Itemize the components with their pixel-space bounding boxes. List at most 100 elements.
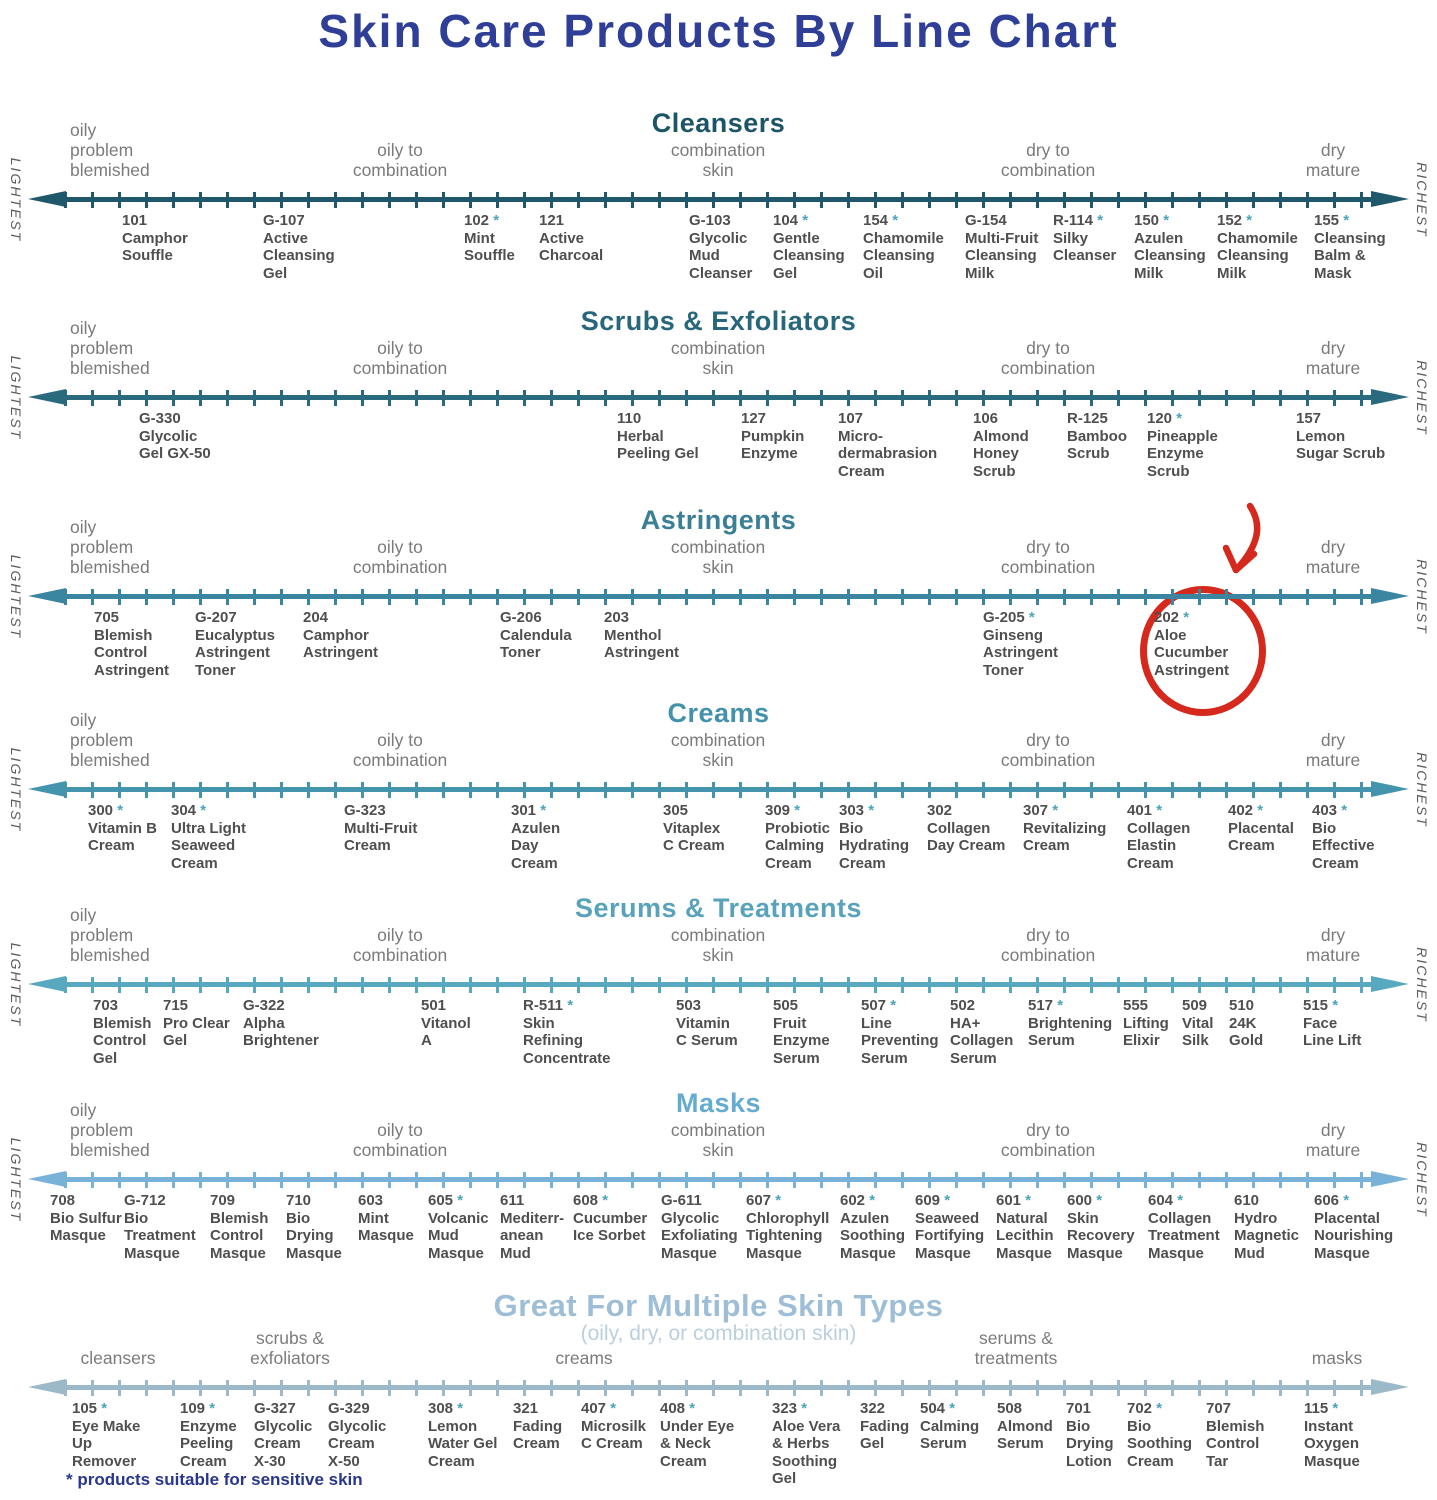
product-code: 402 * [1228,802,1264,819]
skin-type-label: dry mature [1305,925,1361,965]
skin-type-label: dry mature [1305,537,1361,577]
product-label: 608 * Cucumber Ice Sorbet [573,1192,647,1245]
axis-arrowhead-left [28,191,66,207]
section-astringents: Astringents oily problem blemished oily to… [0,497,1437,707]
product-label: 304 * Ultra Light Seaweed Cream [171,802,246,872]
sensitive-skin-star: * [1253,802,1264,819]
product-name: Fading Gel [860,1417,910,1453]
product-label: 555 Lifting Elixir [1123,997,1169,1050]
sensitive-skin-star: * [1337,802,1348,819]
skin-type-label: dry mature [1305,338,1361,378]
axis-label-lightest: LIGHTEST [8,554,24,640]
product-name: Aloe Cucumber Astringent [1154,626,1229,679]
product-code: 104 * [773,212,809,229]
skin-type-label: dry to combination [1000,730,1096,770]
product-code: 107 [838,410,864,427]
product-name: Skin Recovery Masque [1067,1209,1135,1262]
product-label: 517 * Brightening Serum [1028,997,1112,1050]
product-code: 601 * [996,1192,1032,1209]
product-code: 321 [513,1400,539,1417]
section-header: Creams [667,698,770,728]
product-label: R-114 * Silky Cleanser [1053,212,1116,265]
product-code: 301 * [511,802,547,819]
sensitive-skin-star: * [945,1400,956,1417]
sensitive-skin-star: * [685,1400,696,1417]
product-code: 408 * [660,1400,696,1417]
product-code: 155 * [1314,212,1350,229]
product-name: Skin Refining Concentrate [523,1014,611,1067]
product-name: Herbal Peeling Gel [617,427,699,463]
product-name: Azulen Cleansing Milk [1134,229,1206,282]
product-code: 509 [1182,997,1208,1014]
section-header: Masks [675,1088,762,1118]
product-label: 402 * Placental Cream [1228,802,1294,855]
skin-type-label: combination skin [670,338,766,378]
product-name: Bio Sulfur Masque [50,1209,122,1245]
product-label: 154 * Chamomile Cleansing Oil [863,212,944,282]
product-label: 101 Camphor Souffle [122,212,188,265]
product-label: G-322 Alpha Brightener [243,997,319,1050]
product-code: 127 [741,410,767,427]
axis-label-lightest: LIGHTEST [8,1137,24,1223]
product-label: G-154 Multi-Fruit Cleansing Milk [965,212,1038,282]
product-label: 152 * Chamomile Cleansing Milk [1217,212,1298,282]
sensitive-skin-star: * [1159,212,1170,229]
product-code: G-322 [243,997,285,1014]
skin-type-label: combination skin [670,730,766,770]
product-name: Glycolic Exfoliating Masque [661,1209,738,1262]
product-code: 302 [927,802,953,819]
product-name: Bio Soothing Cream [1127,1417,1192,1470]
sensitive-skin-star: * [205,1400,216,1417]
product-name: Seaweed Fortifying Masque [915,1209,985,1262]
product-name: Placental Cream [1228,819,1294,855]
product-code: 304 * [171,802,207,819]
product-code: 102 * [464,212,500,229]
product-code: 501 [421,997,447,1014]
product-name: Alpha Brightener [243,1014,319,1050]
section-header: Serums & Treatments [574,893,863,923]
sensitive-skin-star: * [453,1400,464,1417]
product-label: R-125 Bamboo Scrub [1067,410,1127,463]
product-code: R-125 [1067,410,1108,427]
product-label: 705 Blemish Control Astringent [94,609,169,679]
product-code: G-107 [263,212,305,229]
axis-arrowhead-left [28,781,66,797]
sensitive-skin-star: * [1242,212,1253,229]
product-label: 301 * Azulen Day Cream [511,802,560,872]
sensitive-skin-star: * [1048,802,1059,819]
product-name: Fading Cream [513,1417,563,1453]
skin-type-label: oily problem blemished [70,318,150,378]
product-label: 606 * Placental Nourishing Masque [1314,1192,1393,1262]
product-code: 517 * [1028,997,1064,1014]
sensitive-skin-star: * [888,212,899,229]
product-code: 204 [303,609,329,626]
product-label: 121 Active Charcoal [539,212,603,265]
product-name: Mint Souffle [464,229,515,265]
axis-label-lightest: LIGHTEST [8,747,24,833]
product-code: 603 [358,1192,384,1209]
product-label: 607 * Chlorophyll Tightening Masque [746,1192,829,1262]
product-label: 604 * Collagen Treatment Masque [1148,1192,1220,1262]
product-label: 504 * Calming Serum [920,1400,979,1453]
product-code: R-511 * [523,997,574,1014]
product-label: 609 * Seaweed Fortifying Masque [915,1192,984,1262]
product-name: Cleansing Balm & Mask [1314,229,1386,282]
product-label: 501 Vitanol A [421,997,471,1050]
product-label: G-107 Active Cleansing Gel [263,212,335,282]
product-label: G-329 Glycolic Cream X-50 [328,1400,386,1470]
product-name: Brightening Serum [1028,1014,1113,1050]
product-label: 508 Almond Serum [997,1400,1053,1453]
product-name: Fruit Enzyme Serum [773,1014,830,1067]
product-code: 105 * [72,1400,108,1417]
product-label: 307 * Revitalizing Cream [1023,802,1106,855]
product-label: G-206 Calendula Toner [500,609,572,662]
skin-type-label: oily problem blemished [70,1100,150,1160]
category-label: masks [1311,1348,1363,1368]
axis-arrowhead-right [1371,781,1409,797]
product-code: 611 [500,1192,525,1209]
sensitive-skin-star: * [1152,802,1163,819]
section-header: Great For Multiple Skin Types [493,1288,944,1323]
product-name: Blemish Control Gel [93,1014,152,1067]
product-label: 403 * Bio Effective Cream [1312,802,1375,872]
